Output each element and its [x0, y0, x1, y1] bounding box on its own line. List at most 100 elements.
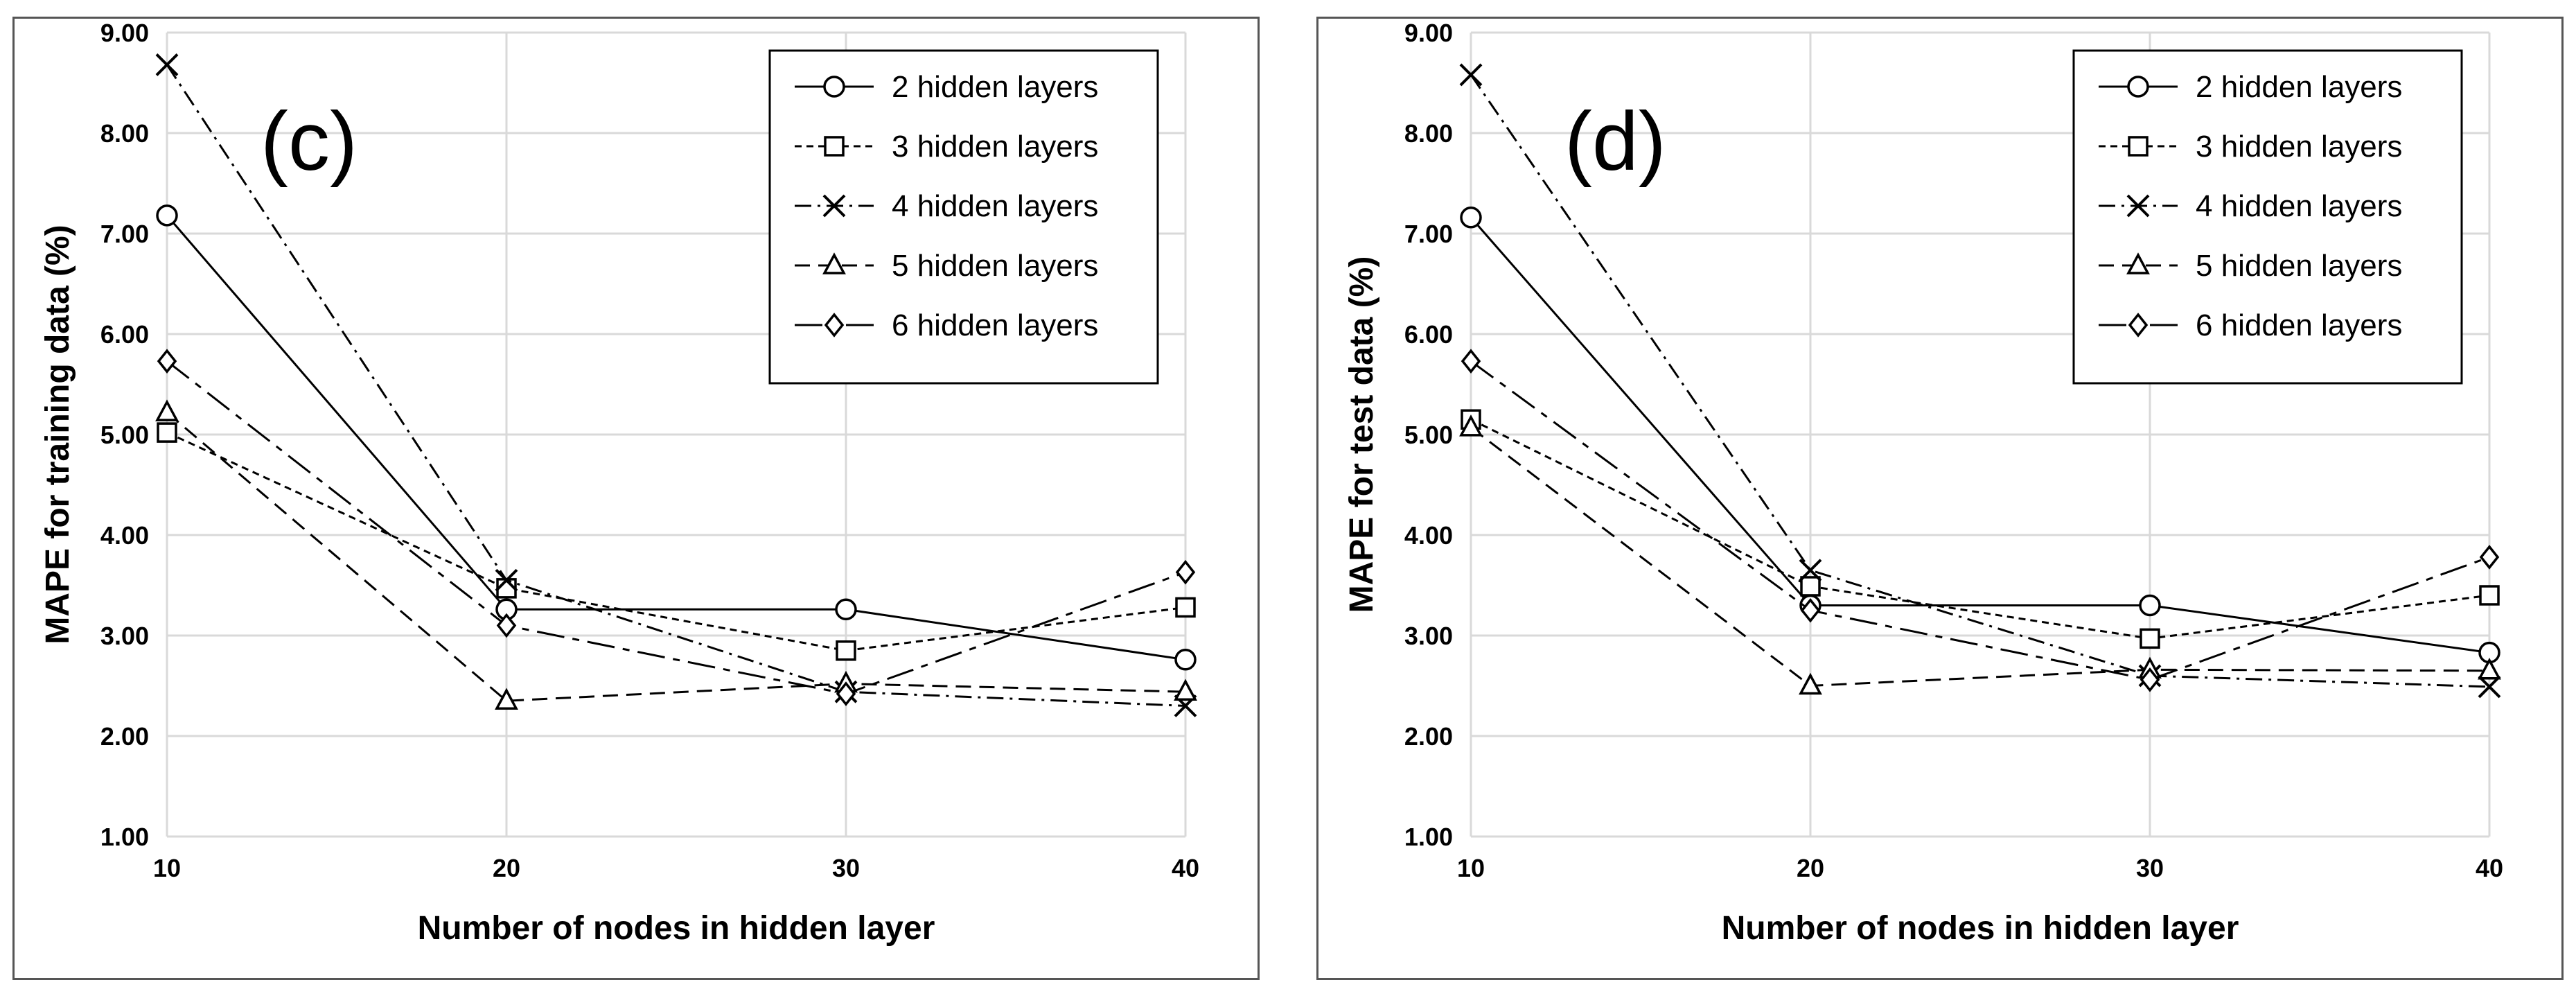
y-tick-label: 7.00	[1404, 220, 1453, 248]
data-point-triangle	[1174, 679, 1197, 701]
legend-marker-x	[2126, 194, 2150, 218]
series-line	[1470, 360, 2490, 681]
legend: 2 hidden layers 3 hidden layers 4 hidden l…	[2072, 49, 2463, 385]
data-point-diamond	[1175, 559, 1196, 585]
data-point-square	[1175, 597, 1196, 618]
data-point-x	[495, 568, 518, 592]
x-tick-label: 40	[1172, 854, 1199, 882]
series-6-hidden-layers	[157, 349, 1196, 706]
data-point-square	[836, 640, 856, 661]
legend-marker-circle	[823, 76, 845, 98]
y-tick-label: 9.00	[1404, 19, 1453, 47]
legend-marker-circle	[2127, 76, 2149, 98]
y-tick-label: 5.00	[100, 421, 149, 449]
data-point-square	[1800, 576, 1821, 597]
x-tick-label: 10	[153, 854, 181, 882]
data-point-diamond	[157, 349, 177, 374]
data-point-diamond	[836, 681, 856, 706]
series-5-hidden-layers	[1459, 414, 2501, 695]
y-tick-label: 7.00	[100, 220, 149, 248]
legend-marker-triangle	[2126, 252, 2150, 274]
legend-label: 4 hidden layers	[2196, 189, 2402, 223]
series-2-hidden-layers	[156, 204, 1197, 671]
legend-marker-diamond	[824, 313, 845, 338]
y-tick-label: 2.00	[100, 722, 149, 751]
data-point-diamond	[1461, 349, 1481, 374]
legend-marker-square	[2128, 136, 2149, 157]
series-line	[166, 411, 1186, 702]
data-point-diamond	[496, 613, 517, 638]
data-point-circle	[2139, 594, 2161, 617]
x-tick-label: 10	[1457, 854, 1485, 882]
data-point-x	[1799, 559, 1822, 582]
data-point-circle	[835, 598, 857, 621]
series-3-hidden-layers	[1461, 409, 2500, 649]
x-tick-label: 30	[2136, 854, 2164, 882]
y-tick-label: 3.00	[1404, 622, 1453, 650]
legend-marker-triangle	[822, 252, 846, 274]
y-tick-label: 6.00	[1404, 320, 1453, 349]
chart-panel-c: 1.00 2.00 3.00 4.00 5.00 6.00 7.00 8.00 9.00 10 20…	[12, 17, 1260, 980]
legend-label: 2 hidden layers	[892, 70, 1098, 104]
series-line	[166, 431, 1186, 652]
data-point-circle	[1174, 649, 1197, 671]
data-point-x	[1459, 63, 1483, 87]
data-point-square	[2479, 585, 2500, 606]
legend-label: 3 hidden layers	[892, 130, 1098, 164]
data-point-circle	[156, 204, 178, 227]
legend-label: 4 hidden layers	[892, 189, 1098, 223]
y-axis-title: MAPE for test data (%)	[1343, 256, 1380, 613]
series-line	[1470, 216, 2490, 654]
legend-marker-diamond	[2128, 313, 2149, 338]
chart-c-svg: 1.00 2.00 3.00 4.00 5.00 6.00 7.00 8.00 9.00 10 20…	[39, 19, 1199, 947]
x-tick-label: 20	[1797, 854, 1824, 882]
x-tick-label: 20	[493, 854, 520, 882]
y-tick-label: 5.00	[1404, 421, 1453, 449]
y-tick-label: 3.00	[100, 622, 149, 650]
chart-d-svg: 1.00 2.00 3.00 4.00 5.00 6.00 7.00 8.00 9.00 10 20…	[1343, 19, 2503, 947]
data-point-square	[2140, 628, 2160, 649]
x-axis-title: Number of nodes in hidden layer	[418, 910, 935, 947]
data-point-triangle	[2478, 658, 2501, 680]
legend-label: 5 hidden layers	[2196, 249, 2402, 283]
data-point-triangle	[495, 688, 518, 710]
data-point-diamond	[1800, 597, 1821, 623]
legend-marker-square	[824, 136, 845, 157]
y-tick-label: 1.00	[1404, 823, 1453, 851]
chart-panel-d: 1.00 2.00 3.00 4.00 5.00 6.00 7.00 8.00 9.00 10 20…	[1316, 17, 2564, 980]
x-axis-title: Number of nodes in hidden layer	[1722, 910, 2239, 947]
series-6-hidden-layers	[1461, 349, 2500, 692]
y-tick-label: 6.00	[100, 320, 149, 349]
legend: 2 hidden layers 3 hidden layers 4 hidden l…	[768, 49, 1159, 385]
data-point-triangle	[1799, 672, 1822, 695]
y-tick-label: 2.00	[1404, 722, 1453, 751]
series-line	[1470, 418, 2490, 640]
legend-label: 5 hidden layers	[892, 249, 1098, 283]
y-tick-label: 8.00	[100, 119, 149, 148]
series-line	[1470, 426, 2490, 688]
panel-label: (d)	[1564, 95, 1666, 188]
y-tick-label: 4.00	[100, 521, 149, 550]
data-point-square	[157, 422, 177, 443]
x-tick-label: 30	[832, 854, 860, 882]
y-tick-label: 9.00	[100, 19, 149, 47]
y-axis-title: MAPE for training data (%)	[39, 225, 76, 644]
data-point-diamond	[2479, 545, 2500, 570]
y-tick-label: 4.00	[1404, 521, 1453, 550]
y-tick-label: 1.00	[100, 823, 149, 851]
legend-label: 6 hidden layers	[2196, 308, 2402, 342]
legend-label: 3 hidden layers	[2196, 130, 2402, 164]
series-3-hidden-layers	[157, 422, 1196, 661]
data-point-triangle	[1459, 414, 1483, 437]
series-5-hidden-layers	[155, 399, 1197, 710]
panel-label: (c)	[261, 95, 358, 188]
legend-label: 6 hidden layers	[892, 308, 1098, 342]
data-point-diamond	[2140, 667, 2160, 692]
y-tick-label: 8.00	[1404, 119, 1453, 148]
data-point-triangle	[155, 399, 179, 421]
data-point-x	[2478, 675, 2501, 699]
series-line	[1470, 74, 2490, 688]
data-point-x	[155, 53, 179, 76]
x-tick-label: 40	[2476, 854, 2503, 882]
series-line	[166, 360, 1186, 695]
